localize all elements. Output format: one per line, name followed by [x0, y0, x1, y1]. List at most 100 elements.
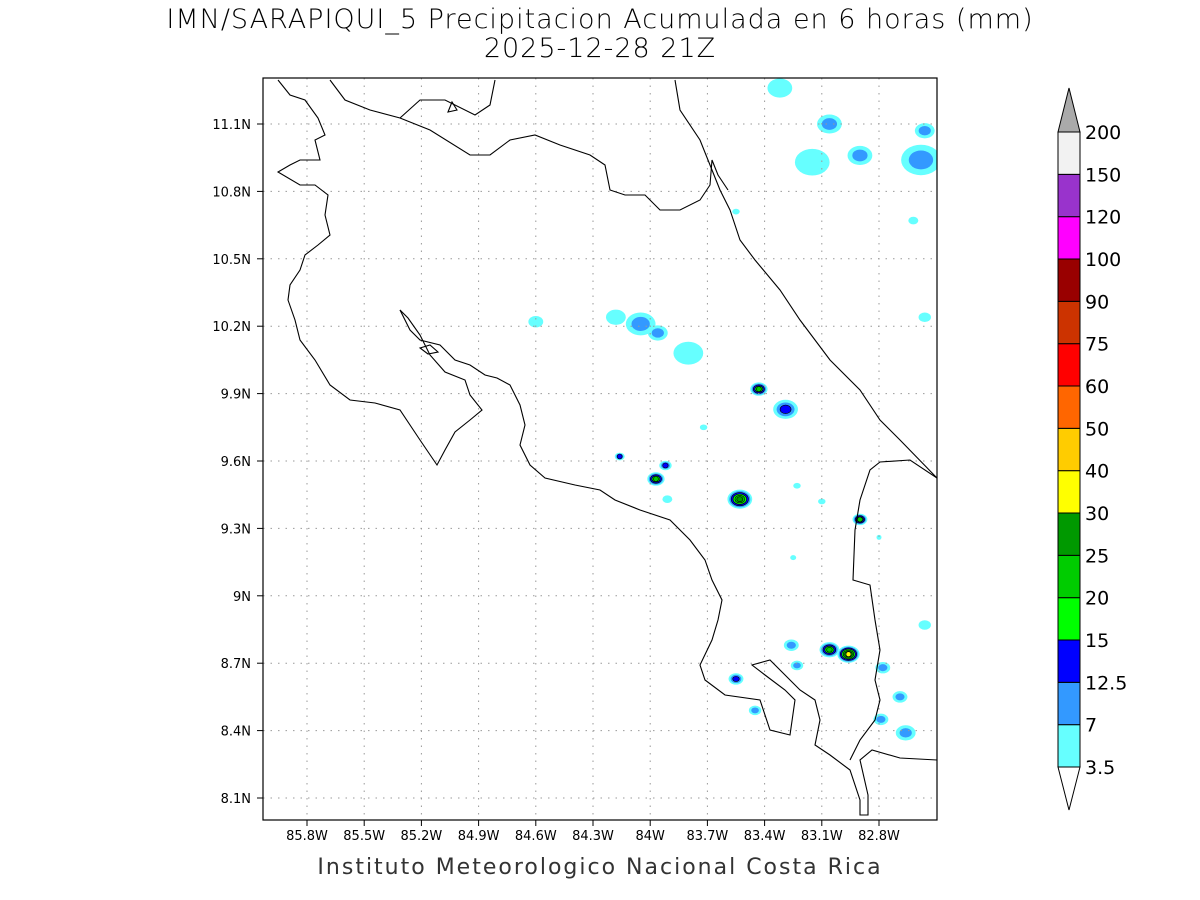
lat-tick-label: 8.4N	[221, 725, 251, 740]
colorbar-swatch	[1057, 216, 1081, 260]
precip-contour-level-2	[876, 715, 886, 723]
credit-text: Instituto Meteorologico Nacional Costa R…	[317, 855, 883, 880]
colorbar-label: 30	[1085, 503, 1109, 525]
precip-contour-level-2	[786, 641, 796, 649]
precip-contour-level-2	[651, 328, 664, 338]
lake-nicaragua-edge	[399, 79, 496, 119]
map-title: IMN/SARAPIQUI_5 Precipitacion Acumulada …	[166, 4, 1034, 35]
northern-border	[329, 79, 729, 211]
lon-tick-label: 83.1W	[801, 829, 843, 844]
precip-contour-level-1	[794, 148, 830, 176]
colorbar-swatch	[1057, 554, 1081, 599]
axis-ticks: 85.8W 85.5W 85.2W 84.9W 84.6W 84.3W 84W 83.7W 83…	[212, 118, 900, 844]
precip-contour-level-1	[793, 482, 801, 489]
colorbar-label: 200	[1085, 122, 1121, 144]
precip-contour-level-1	[528, 315, 544, 328]
colorbar-label: 25	[1085, 545, 1109, 567]
precip-contour-level-6	[736, 496, 744, 502]
coastlines	[276, 79, 937, 816]
colorbar-swatch	[1057, 724, 1081, 768]
lon-tick-label: 83.4W	[744, 829, 786, 844]
colorbar-swatch	[1057, 681, 1081, 726]
colorbar-label: 60	[1085, 376, 1109, 398]
panama-border	[849, 459, 937, 761]
precip-contour-level-2	[751, 707, 759, 714]
colorbar-swatch	[1057, 173, 1081, 218]
precip-contour-level-2	[821, 118, 838, 130]
precip-contour-level-2	[852, 149, 868, 162]
precip-contour-level-1	[673, 341, 704, 365]
precip-contour-level-1	[818, 498, 826, 505]
precip-contour-level-1	[605, 309, 626, 325]
pacific-coast	[276, 79, 483, 467]
colorbar-label: 90	[1085, 291, 1109, 313]
precip-contour-level-5	[857, 516, 863, 523]
colorbar-over-arrow	[1057, 87, 1081, 133]
lat-tick-label: 10.5N	[212, 253, 251, 268]
precip-contour-level-1	[662, 495, 673, 504]
grid-lines	[263, 78, 937, 820]
colorbar-swatch	[1057, 385, 1081, 429]
precip-contour-level-2	[793, 662, 801, 669]
lon-tick-label: 85.2W	[400, 829, 442, 844]
colorbar-label: 3.5	[1085, 757, 1115, 779]
lat-tick-label: 10.8N	[212, 185, 251, 200]
caribbean-coast	[674, 79, 937, 479]
colorbar-label: 20	[1085, 588, 1109, 610]
precip-contour-level-3	[662, 462, 669, 469]
precip-contour-level-1	[699, 424, 708, 431]
precip-contour-level-2	[631, 316, 650, 331]
lat-tick-label: 9N	[233, 590, 251, 605]
colorbar-label: 40	[1085, 461, 1109, 483]
colorbar-swatch	[1057, 512, 1081, 556]
lon-tick-label: 85.8W	[286, 829, 328, 844]
precip-contour-level-1	[918, 312, 931, 322]
lat-tick-label: 9.3N	[221, 522, 251, 537]
colorbar-swatch	[1057, 427, 1081, 472]
precip-contour-level-5	[826, 646, 833, 653]
small-island	[447, 100, 458, 113]
colorbar-under-arrow	[1057, 766, 1081, 811]
precip-contour-level-1	[732, 208, 740, 215]
colorbar-swatch	[1057, 258, 1081, 302]
colorbar-swatch	[1057, 470, 1081, 514]
colorbar-swatch	[1057, 597, 1081, 641]
colorbar-label: 7	[1085, 715, 1097, 737]
nicoya-gulf-coast	[399, 309, 937, 816]
map-frame	[262, 77, 938, 821]
precip-layer	[528, 78, 937, 741]
precip-contour-level-1	[767, 78, 793, 98]
precip-contour-level-1	[876, 534, 882, 540]
precip-contour-level-5	[756, 386, 762, 392]
colorbar-swatch	[1057, 343, 1081, 387]
precip-contour-level-2	[908, 150, 934, 170]
precip-contour-level-3	[732, 676, 740, 682]
precip-contour-level-2	[895, 693, 905, 701]
lon-tick-label: 84.9W	[458, 829, 500, 844]
colorbar-label: 120	[1085, 207, 1121, 229]
colorbar-label: 15	[1085, 630, 1109, 652]
colorbar-label: 75	[1085, 334, 1109, 356]
colorbar: 3.5 7 12.5 15 20 25 30 40 50 60 75 90 100 120 150 200	[1057, 87, 1127, 811]
lon-tick-label: 84.3W	[572, 829, 614, 844]
precip-contour-level-7	[845, 651, 852, 658]
colorbar-label: 12.5	[1085, 672, 1127, 694]
colorbar-swatch	[1057, 639, 1081, 683]
colorbar-label: 100	[1085, 249, 1121, 271]
precip-contour-level-2	[878, 664, 888, 672]
lon-tick-label: 85.5W	[343, 829, 385, 844]
precip-contour-level-3	[779, 404, 792, 414]
lon-tick-label: 82.8W	[858, 829, 900, 844]
precip-contour-level-2	[899, 728, 912, 738]
lat-tick-label: 8.1N	[221, 792, 251, 807]
colorbar-label: 50	[1085, 418, 1109, 440]
precip-contour-level-5	[653, 476, 659, 482]
lat-tick-label: 9.9N	[221, 388, 251, 403]
precip-contour-level-1	[918, 620, 931, 630]
precip-contour-level-2	[918, 126, 931, 136]
lat-tick-label: 8.7N	[221, 657, 251, 672]
colorbar-swatch	[1057, 300, 1081, 345]
lat-tick-label: 9.6N	[221, 455, 251, 470]
